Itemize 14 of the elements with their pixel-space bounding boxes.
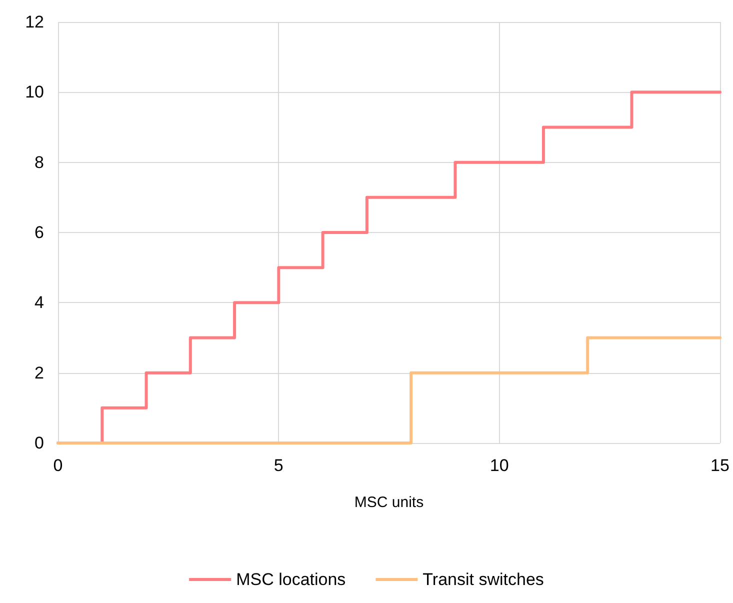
x-tick-label: 5 — [274, 456, 284, 475]
x-axis-title: MSC units — [354, 494, 424, 511]
x-tick-label: 15 — [710, 456, 730, 475]
y-tick-label: 8 — [34, 152, 44, 172]
y-tick-label: 12 — [25, 12, 44, 32]
y-tick-label: 0 — [34, 434, 44, 452]
y-tick-label: 4 — [34, 293, 44, 312]
legend-label: Transit switches — [422, 570, 544, 589]
x-tick-label: 0 — [53, 456, 63, 475]
legend-label: MSC locations — [236, 570, 346, 589]
y-tick-label: 10 — [25, 82, 44, 102]
x-tick-label: 10 — [490, 456, 509, 475]
y-tick-label: 6 — [34, 223, 44, 242]
y-tick-label: 2 — [34, 363, 44, 382]
